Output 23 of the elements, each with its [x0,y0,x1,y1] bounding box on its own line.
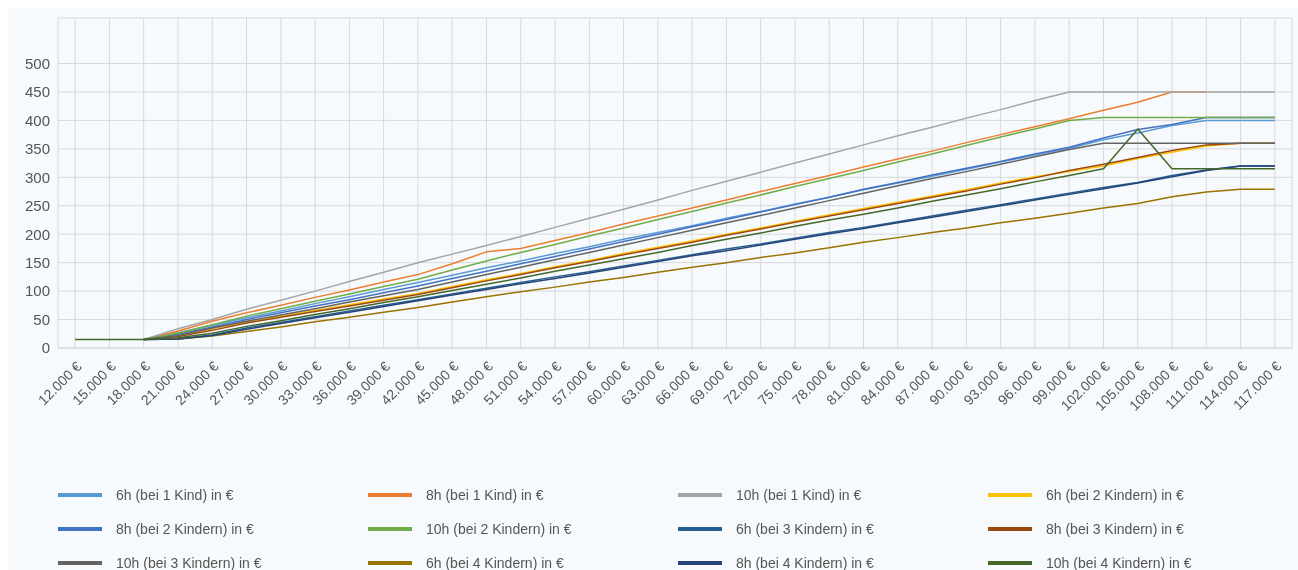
legend-label: 10h (bei 1 Kind) in € [736,487,862,503]
legend-label: 10h (bei 2 Kindern) in € [426,521,572,537]
y-tick-label: 300 [24,168,50,186]
y-tick-label: 150 [24,253,50,271]
y-tick-label: 400 [24,111,50,129]
y-tick-label: 50 [33,310,50,328]
legend-label: 8h (bei 2 Kindern) in € [116,521,254,537]
legend-label: 10h (bei 3 Kindern) in € [116,555,262,570]
legend-label: 6h (bei 4 Kindern) in € [426,555,564,570]
legend-label: 6h (bei 3 Kindern) in € [736,521,874,537]
y-tick-label: 450 [24,83,50,101]
legend-label: 8h (bei 1 Kind) in € [426,487,544,503]
legend-label: 8h (bei 3 Kindern) in € [1046,521,1184,537]
y-tick-label: 200 [24,225,50,243]
legend-label: 8h (bei 4 Kindern) in € [736,555,874,570]
y-tick-label: 350 [24,140,50,158]
y-tick-label: 250 [24,197,50,215]
legend-label: 6h (bei 1 Kind) in € [116,487,234,503]
legend-label: 10h (bei 4 Kindern) in € [1046,555,1192,570]
y-tick-label: 500 [24,54,50,72]
y-tick-label: 0 [41,339,50,357]
legend-label: 6h (bei 2 Kindern) in € [1046,487,1184,503]
y-tick-label: 100 [24,282,50,300]
